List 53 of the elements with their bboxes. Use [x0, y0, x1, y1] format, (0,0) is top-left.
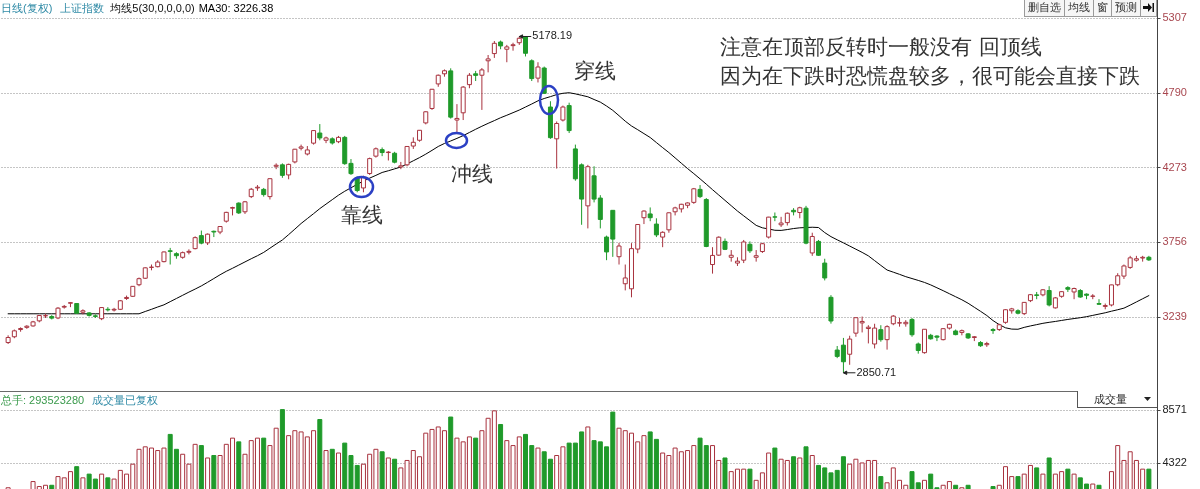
- candlestick: [921, 328, 927, 355]
- candlestick: [909, 317, 915, 338]
- annotation: 靠线: [341, 203, 383, 227]
- candlestick: [379, 146, 385, 157]
- y-tick-label: 5307: [1162, 11, 1187, 24]
- candlestick: [990, 327, 996, 335]
- y-tick-label: 4790: [1162, 86, 1187, 99]
- candlestick: [616, 242, 622, 266]
- candlestick: [267, 178, 273, 200]
- candlestick: [847, 335, 853, 366]
- y-tick-label: 3756: [1162, 235, 1187, 248]
- chart-title: 日线(复权): [1, 2, 53, 14]
- chart-subtitle: 成交量已复权: [92, 394, 159, 406]
- candlestick: [772, 212, 778, 222]
- candlestick: [766, 216, 772, 240]
- dropdown: 成交量: [1077, 391, 1157, 408]
- candlestick: [822, 258, 828, 281]
- candlestick: [554, 120, 560, 170]
- button: 预测: [1111, 0, 1141, 17]
- candlestick: [828, 294, 834, 325]
- candlestick: [741, 239, 747, 264]
- candlestick: [1096, 298, 1102, 306]
- legend-title: 均线5(30,0,0,0,0): [110, 2, 195, 14]
- candlestick: [479, 67, 485, 111]
- y-axis-title: 成交量: [1093, 392, 1128, 406]
- button: 删自选: [1024, 0, 1065, 17]
- candlestick: [809, 232, 815, 257]
- candlestick: [105, 306, 111, 312]
- annotation: 因为在下跌时恐慌盘较多，很可能会直接下跌: [720, 64, 1140, 88]
- candlestick: [884, 324, 890, 351]
- y-tick-label: 8571: [1162, 403, 1187, 416]
- annotation: 注意在顶部反转时一般没有 回顶线: [720, 35, 1042, 59]
- annotation: 穿线: [574, 59, 616, 83]
- candlestick: [535, 61, 541, 83]
- y-tick-label: 3239: [1162, 310, 1187, 323]
- chart-title: 总手: 293523280: [1, 394, 85, 406]
- line-series: [7, 92, 1150, 330]
- text: MA30: 3226.38: [198, 2, 274, 14]
- candlestick: [529, 58, 535, 82]
- y-tick-label: 4322: [1162, 456, 1187, 469]
- candlestick: [485, 54, 491, 73]
- annotation: 2850.71: [856, 365, 897, 378]
- candlestick: [510, 42, 516, 52]
- candlestick: [523, 36, 529, 57]
- candlestick: [666, 212, 672, 234]
- chart-subtitle: 上证指数: [60, 2, 105, 14]
- candlestick: [454, 103, 460, 133]
- annotation: 5178.19: [532, 29, 573, 42]
- button: 均线: [1064, 0, 1094, 17]
- candlestick: [1071, 287, 1077, 300]
- candlestick: [653, 217, 659, 238]
- y-tick-label: 4273: [1162, 160, 1187, 173]
- annotation: 冲线: [451, 162, 493, 186]
